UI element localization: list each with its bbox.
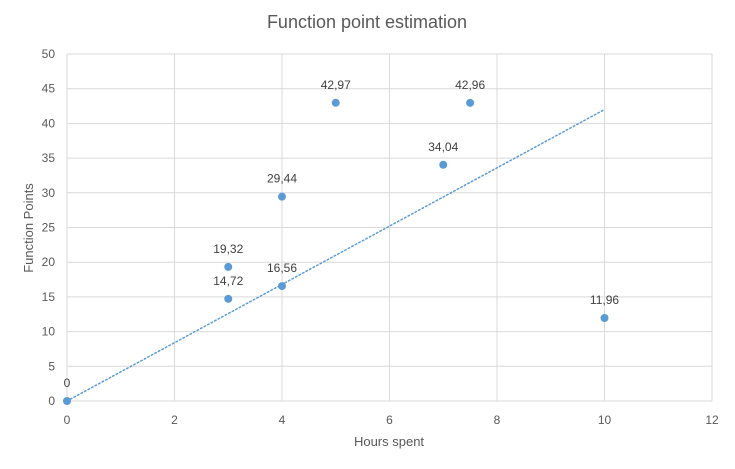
x-axis-title: Hours spent (354, 434, 424, 449)
chart-title: Function point estimation (267, 12, 467, 32)
y-tick-label: 0 (48, 394, 55, 408)
data-point (278, 192, 286, 201)
data-point (331, 98, 340, 107)
data-labels-layer: 0 19,32 14,72 29,44 16,56 42,97 34,04 42,96 11,9… (64, 78, 620, 390)
data-label: 29,44 (267, 172, 297, 186)
y-tick-label: 30 (42, 186, 56, 200)
grid-layer (66, 53, 713, 402)
x-tick-label: 10 (598, 413, 612, 427)
data-point (278, 282, 286, 291)
y-tick-label: 35 (42, 151, 56, 165)
data-point (439, 160, 448, 169)
x-tick-label: 0 (64, 413, 71, 427)
data-label: 14,72 (213, 274, 243, 288)
data-point (224, 262, 233, 271)
data-point (63, 397, 71, 405)
y-tick-label: 25 (42, 221, 56, 235)
data-label: 42,97 (321, 78, 351, 92)
x-tick-label: 2 (171, 413, 178, 427)
y-tick-label: 50 (42, 47, 56, 61)
x-tick-label: 12 (705, 413, 719, 427)
trendline (66, 108, 606, 402)
x-tick-label: 4 (279, 413, 286, 427)
trendline-layer (66, 108, 606, 402)
y-tick-label: 5 (48, 359, 55, 373)
y-tick-label: 45 (42, 82, 56, 96)
y-tick-label: 40 (42, 116, 56, 130)
points-layer (63, 98, 609, 405)
y-tick-label: 15 (42, 290, 56, 304)
data-label: 11,96 (590, 293, 619, 307)
y-tick-label: 20 (42, 255, 56, 269)
y-tick-label: 10 (42, 325, 56, 339)
data-label: 34,04 (428, 140, 458, 154)
x-tick-label: 8 (494, 413, 501, 427)
data-label: 19,32 (213, 242, 243, 256)
data-point (466, 98, 475, 107)
data-label: 42,96 (455, 78, 485, 92)
x-tick-label: 6 (386, 413, 393, 427)
data-label: 0 (64, 376, 71, 390)
data-point (224, 294, 233, 303)
data-point (600, 313, 609, 322)
data-label: 16,56 (267, 261, 297, 275)
y-axis-title: Function Points (21, 183, 36, 273)
